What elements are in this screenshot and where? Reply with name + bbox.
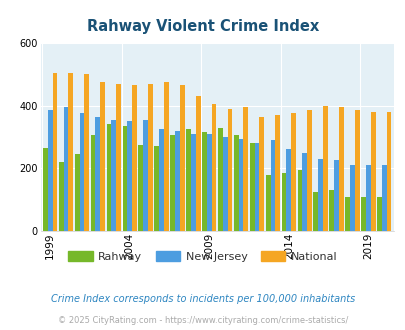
Bar <box>270 140 275 231</box>
Bar <box>164 82 168 231</box>
Bar <box>376 197 381 231</box>
Bar <box>95 116 100 231</box>
Bar <box>175 131 179 231</box>
Bar <box>328 190 333 231</box>
Bar <box>275 115 279 231</box>
Bar <box>233 135 238 231</box>
Bar <box>132 85 136 231</box>
Bar <box>302 152 306 231</box>
Bar <box>265 175 270 231</box>
Bar <box>100 82 105 231</box>
Bar <box>64 107 68 231</box>
Bar <box>186 129 190 231</box>
Bar <box>122 126 127 231</box>
Bar <box>170 135 175 231</box>
Bar <box>84 74 89 231</box>
Bar <box>238 139 243 231</box>
Bar <box>381 165 386 231</box>
Bar <box>75 154 79 231</box>
Bar <box>222 137 227 231</box>
Text: Rahway Violent Crime Index: Rahway Violent Crime Index <box>87 19 318 34</box>
Bar <box>107 124 111 231</box>
Bar <box>333 160 338 231</box>
Bar <box>90 135 95 231</box>
Bar <box>190 134 195 231</box>
Bar <box>195 96 200 231</box>
Bar <box>290 114 295 231</box>
Bar <box>365 165 370 231</box>
Bar <box>259 116 264 231</box>
Bar <box>386 112 390 231</box>
Bar <box>249 143 254 231</box>
Bar <box>306 110 311 231</box>
Bar <box>313 192 318 231</box>
Bar <box>281 173 286 231</box>
Bar <box>68 73 73 231</box>
Bar <box>59 162 64 231</box>
Bar <box>159 129 164 231</box>
Bar <box>148 84 152 231</box>
Bar <box>297 170 302 231</box>
Bar <box>111 120 116 231</box>
Bar <box>207 134 211 231</box>
Text: © 2025 CityRating.com - https://www.cityrating.com/crime-statistics/: © 2025 CityRating.com - https://www.city… <box>58 316 347 325</box>
Bar <box>243 107 247 231</box>
Bar <box>138 145 143 231</box>
Bar <box>349 165 354 231</box>
Bar <box>354 110 359 231</box>
Bar <box>202 132 207 231</box>
Bar <box>338 107 343 231</box>
Bar <box>344 197 349 231</box>
Bar <box>154 147 159 231</box>
Bar <box>52 73 57 231</box>
Legend: Rahway, New Jersey, National: Rahway, New Jersey, National <box>64 247 341 267</box>
Bar <box>211 104 216 231</box>
Bar <box>127 121 132 231</box>
Bar <box>43 148 48 231</box>
Bar <box>370 112 375 231</box>
Bar <box>179 85 184 231</box>
Bar <box>254 143 259 231</box>
Bar <box>286 149 290 231</box>
Bar <box>322 106 327 231</box>
Bar <box>48 110 52 231</box>
Bar <box>116 84 121 231</box>
Bar <box>143 120 148 231</box>
Bar <box>360 197 365 231</box>
Bar <box>79 114 84 231</box>
Bar <box>318 159 322 231</box>
Text: Crime Index corresponds to incidents per 100,000 inhabitants: Crime Index corresponds to incidents per… <box>51 294 354 304</box>
Bar <box>217 128 222 231</box>
Bar <box>227 109 232 231</box>
